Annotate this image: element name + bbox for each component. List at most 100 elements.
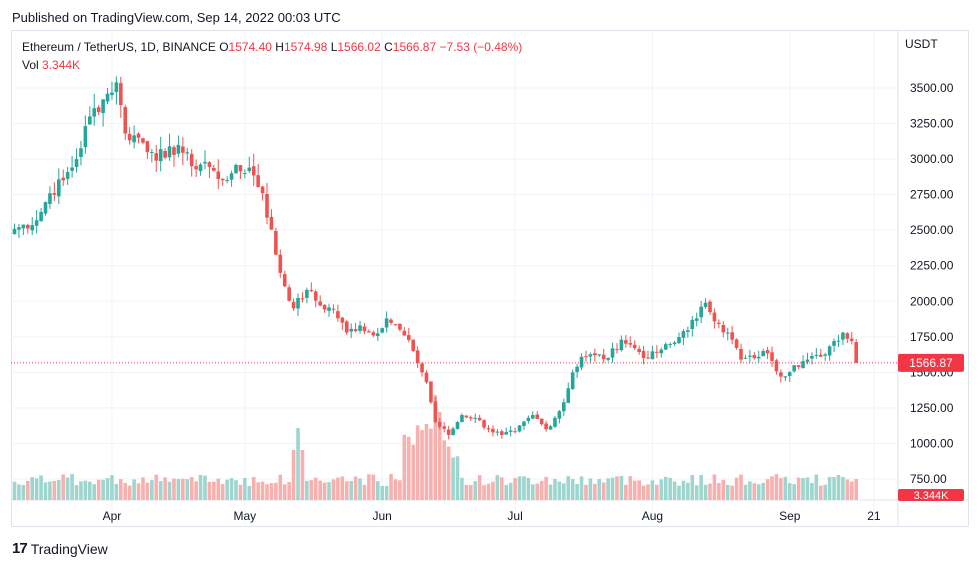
candle-body <box>615 349 619 351</box>
chart-frame[interactable] <box>11 30 969 527</box>
high-label: H <box>275 40 284 54</box>
candle-body <box>105 93 110 102</box>
candle-body <box>145 141 150 153</box>
volume-bar <box>300 450 305 500</box>
candle-body <box>632 344 637 349</box>
candle-body <box>752 355 757 359</box>
volume-bar <box>393 479 398 500</box>
volume-bar <box>606 478 610 500</box>
volume-bar <box>756 484 761 500</box>
volume-bar <box>225 479 229 500</box>
candle-body <box>787 372 792 376</box>
volume-bar <box>770 476 774 500</box>
volume-bar <box>712 474 717 500</box>
candle-body <box>30 225 35 231</box>
volume-bar <box>305 480 309 500</box>
candle-body <box>79 148 83 158</box>
candle-body <box>579 356 584 368</box>
candle-body <box>119 83 123 106</box>
candle-body <box>340 317 345 323</box>
candle-body <box>646 357 650 359</box>
volume-bar <box>247 485 252 500</box>
candle-body <box>167 146 172 158</box>
candle-body <box>712 312 717 322</box>
symbol-label[interactable]: Ethereum / TetherUS, 1D, BINANCE <box>22 40 216 54</box>
candle-body <box>247 167 252 172</box>
published-caption: Published on TradingView.com, Sep 14, 20… <box>12 10 341 25</box>
footer-brand[interactable]: 17 TradingView <box>12 540 108 557</box>
volume-bar <box>127 485 132 500</box>
candle-body <box>743 357 748 359</box>
volume-bar <box>389 474 393 500</box>
candle-body <box>663 344 668 350</box>
last-price-tag <box>898 353 964 372</box>
candle-body <box>486 428 491 430</box>
volume-bar <box>92 484 97 500</box>
volume-bar <box>318 480 322 500</box>
candle-body <box>739 348 743 360</box>
volume-bar <box>260 481 265 500</box>
volume-bar <box>57 480 61 500</box>
volume-bar <box>336 477 340 500</box>
candle-body <box>690 319 695 330</box>
candle-body <box>708 301 712 313</box>
volume-bar <box>672 481 677 500</box>
volume-bar <box>579 476 584 500</box>
volume-bar <box>531 484 535 500</box>
currency-label[interactable]: USDT <box>905 37 938 51</box>
volume-bar <box>539 480 544 500</box>
volume-bar <box>198 474 203 500</box>
volume-bar <box>331 479 336 500</box>
candle-body <box>500 431 504 435</box>
volume-bar <box>150 480 154 500</box>
volume-bar <box>486 483 491 500</box>
candle-body <box>278 254 283 273</box>
candle-body <box>482 420 486 428</box>
candle-body <box>96 107 101 113</box>
volume-bar <box>88 481 92 500</box>
volume-bar <box>189 477 194 500</box>
candle-body <box>703 302 708 308</box>
volume-bar <box>686 482 690 500</box>
candle-body <box>805 359 810 362</box>
candle-body <box>553 417 557 427</box>
volume-bar <box>220 484 225 500</box>
candle-body <box>504 432 509 435</box>
volume-bar <box>690 475 695 500</box>
candle-body <box>358 325 362 331</box>
candle-body <box>725 332 730 334</box>
volume-bar <box>398 480 402 500</box>
candle-body <box>721 324 726 333</box>
candle-body <box>522 421 526 427</box>
candle-body <box>539 418 544 425</box>
volume-bar <box>216 478 221 500</box>
volume-bar <box>21 484 26 500</box>
volume-label: Vol <box>22 58 39 72</box>
candle-body <box>207 162 212 167</box>
candle-body <box>748 355 752 357</box>
volume-bar <box>655 484 659 500</box>
candle-body <box>437 422 442 427</box>
volume-bar <box>504 484 509 500</box>
candle-body <box>672 342 677 345</box>
volume-bar <box>482 485 486 500</box>
volume-bar <box>721 479 726 500</box>
volume-bar <box>185 479 190 500</box>
volume-tag-label: 3.344K <box>914 490 950 502</box>
candle-body <box>694 318 699 321</box>
candle-body <box>668 344 672 346</box>
volume-bar <box>25 481 30 500</box>
candle-body <box>384 318 389 328</box>
candle-body <box>402 330 407 336</box>
candle-body <box>761 351 765 357</box>
candle-body <box>172 147 176 155</box>
candle-body <box>101 99 105 114</box>
candle-body <box>566 388 571 403</box>
volume-bar <box>296 428 300 500</box>
volume-bar <box>725 484 730 500</box>
volume-bar <box>313 477 318 500</box>
volume-bar <box>495 475 500 500</box>
volume-bar <box>30 477 35 500</box>
candle-body <box>291 301 296 309</box>
